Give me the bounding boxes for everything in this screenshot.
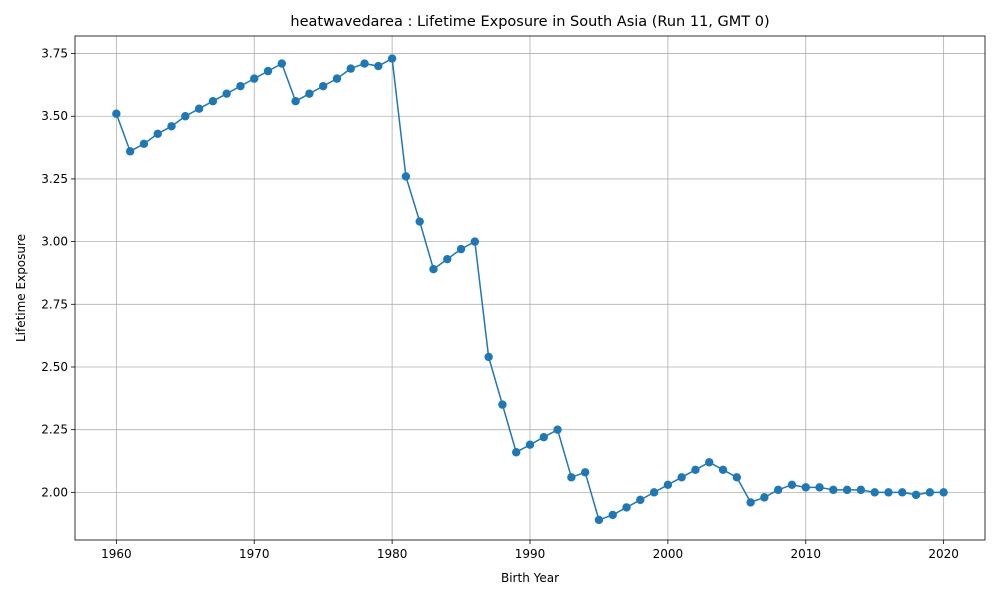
- data-point: [939, 488, 948, 497]
- data-point: [691, 465, 700, 474]
- chart-title: heatwavedarea : Lifetime Exposure in Sou…: [290, 14, 769, 30]
- data-point: [898, 488, 907, 497]
- x-axis-label: Birth Year: [501, 571, 559, 585]
- y-axis: 2.00 2.25 2.50 2.75 3.00 3.25 3.50 3.75: [41, 47, 75, 499]
- data-point: [208, 96, 218, 106]
- data-point: [360, 59, 369, 68]
- y-tick-label: 2.75: [41, 297, 68, 311]
- data-point: [167, 122, 176, 131]
- data-point: [525, 440, 535, 449]
- data-point: [484, 352, 493, 362]
- y-tick-label: 2.50: [41, 360, 68, 374]
- data-point: [415, 217, 424, 226]
- data-point: [787, 480, 797, 490]
- data-point: [112, 109, 121, 118]
- data-point: [305, 89, 314, 98]
- x-tick-label: 2010: [790, 547, 821, 561]
- data-point: [512, 448, 521, 457]
- x-tick-label: 1980: [377, 547, 408, 561]
- data-point: [153, 129, 162, 138]
- y-tick-label: 3.00: [41, 235, 68, 249]
- y-tick-label: 3.50: [41, 109, 68, 123]
- grid: [75, 36, 985, 540]
- data-point: [263, 66, 273, 76]
- data-point: [842, 485, 852, 495]
- data-point: [318, 81, 328, 91]
- data-point: [567, 473, 576, 482]
- x-tick-label: 1990: [515, 547, 546, 561]
- x-tick-label: 2000: [653, 547, 684, 561]
- data-point: [773, 485, 783, 495]
- series: [112, 54, 948, 525]
- data-point: [594, 515, 604, 525]
- data-point: [829, 485, 838, 495]
- x-tick-label: 1970: [239, 547, 270, 561]
- data-point: [760, 493, 769, 502]
- data-point: [553, 425, 562, 434]
- data-point: [277, 59, 287, 68]
- data-point: [181, 112, 190, 121]
- data-point: [222, 89, 231, 98]
- y-tick-label: 2.00: [41, 485, 68, 499]
- data-point: [746, 498, 755, 507]
- x-tick-label: 1960: [101, 547, 132, 561]
- data-point: [374, 61, 383, 71]
- data-point: [622, 503, 631, 512]
- data-point: [911, 490, 921, 500]
- data-point: [139, 139, 149, 149]
- y-axis-label: Lifetime Exposure: [14, 234, 28, 342]
- data-point: [236, 81, 245, 91]
- data-point: [677, 473, 686, 482]
- data-point: [291, 96, 300, 106]
- data-point: [608, 510, 617, 520]
- data-point: [250, 74, 259, 83]
- y-tick-label: 3.25: [41, 172, 68, 186]
- data-point: [884, 488, 893, 497]
- data-point: [580, 468, 590, 477]
- y-tick-label: 2.25: [41, 423, 68, 437]
- data-point: [649, 488, 659, 497]
- data-point: [470, 237, 480, 246]
- x-tick-label: 2020: [928, 547, 959, 561]
- data-point: [429, 264, 438, 274]
- data-point: [332, 74, 342, 83]
- data-point: [705, 458, 714, 467]
- data-point: [498, 400, 507, 409]
- data-point: [870, 488, 879, 497]
- y-tick-label: 3.75: [41, 47, 68, 61]
- data-point: [663, 480, 673, 490]
- data-point: [194, 104, 204, 113]
- data-point: [856, 485, 866, 495]
- data-point: [387, 54, 397, 63]
- data-point: [443, 254, 452, 264]
- data-point: [732, 473, 742, 482]
- data-point: [456, 244, 466, 254]
- data-point: [718, 465, 728, 474]
- data-point: [346, 64, 355, 73]
- data-point: [801, 483, 810, 492]
- data-point: [125, 147, 135, 156]
- data-point: [401, 172, 411, 181]
- data-point: [539, 432, 548, 442]
- data-point: [815, 483, 824, 492]
- data-point: [636, 495, 645, 505]
- x-axis: 1960 1970 1980 1990 2000 2010 2020: [101, 540, 959, 561]
- data-point: [925, 488, 935, 497]
